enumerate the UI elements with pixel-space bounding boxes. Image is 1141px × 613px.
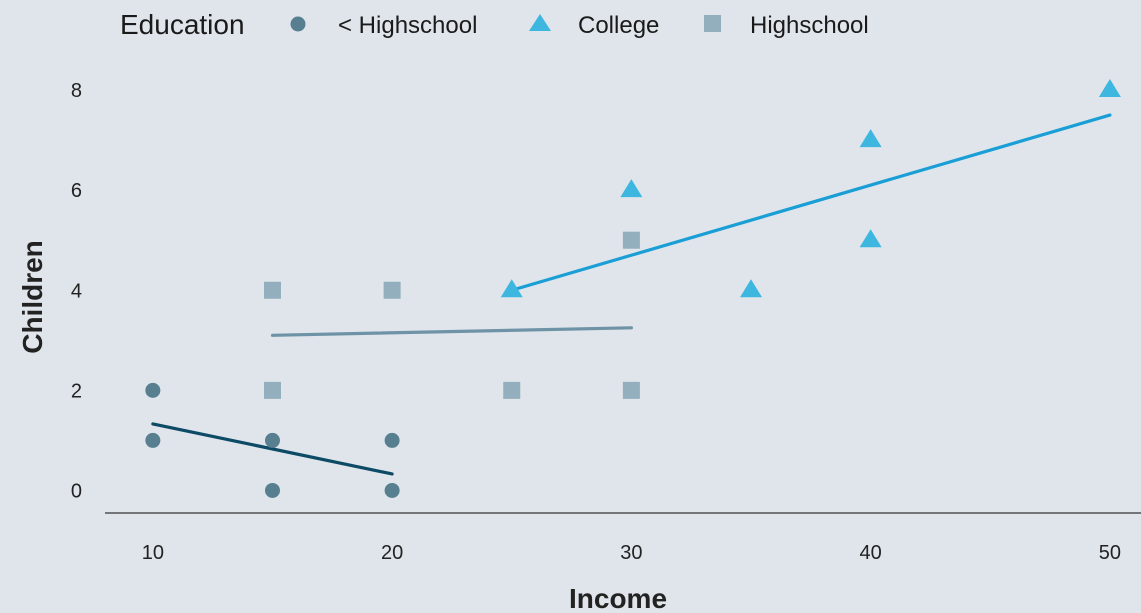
legend-marker-triangle [529, 14, 551, 31]
data-point [620, 179, 643, 198]
trend-line [151, 422, 394, 476]
y-tick-label: 6 [71, 180, 82, 202]
x-tick-label: 50 [1099, 542, 1121, 564]
y-tick-label: 8 [71, 80, 82, 102]
legend: Education < Highschool College Highschoo… [120, 9, 869, 40]
data-point [383, 281, 401, 299]
x-tick-label: 40 [860, 542, 882, 564]
y-tick-label: 4 [71, 280, 82, 302]
data-point [263, 381, 281, 399]
legend-marker-square [704, 15, 721, 32]
trend-lines [151, 113, 1112, 476]
data-point [1098, 79, 1121, 98]
data-point [145, 382, 161, 398]
data-point [859, 229, 882, 248]
x-tick-label: 10 [142, 542, 164, 564]
data-point [500, 279, 523, 298]
legend-label-highschool: Highschool [750, 12, 869, 39]
y-tick-label: 0 [71, 480, 82, 502]
data-point [264, 482, 280, 498]
data-point [263, 281, 281, 299]
y-axis-title: Children [17, 240, 48, 354]
legend-marker-circle [290, 16, 306, 32]
legend-title: Education [120, 9, 245, 40]
data-point [622, 231, 640, 249]
y-axis-ticks: 0 2 4 6 8 [71, 80, 82, 502]
data-point [264, 432, 280, 448]
y-tick-label: 2 [71, 380, 82, 402]
legend-label-college: College [578, 12, 659, 39]
legend-label-less-than-highschool: < Highschool [338, 12, 477, 39]
x-axis-ticks: 10 20 30 40 50 [142, 542, 1121, 564]
x-tick-label: 30 [620, 542, 642, 564]
data-point [622, 381, 640, 399]
x-axis-title: Income [569, 583, 667, 613]
trend-line [270, 326, 633, 337]
data-point [145, 432, 161, 448]
data-point [384, 432, 400, 448]
trend-line [510, 113, 1112, 292]
data-point [503, 381, 521, 399]
x-tick-label: 20 [381, 542, 403, 564]
data-point [384, 482, 400, 498]
data-point [740, 279, 763, 298]
data-points [145, 79, 1121, 498]
data-point [859, 129, 882, 148]
